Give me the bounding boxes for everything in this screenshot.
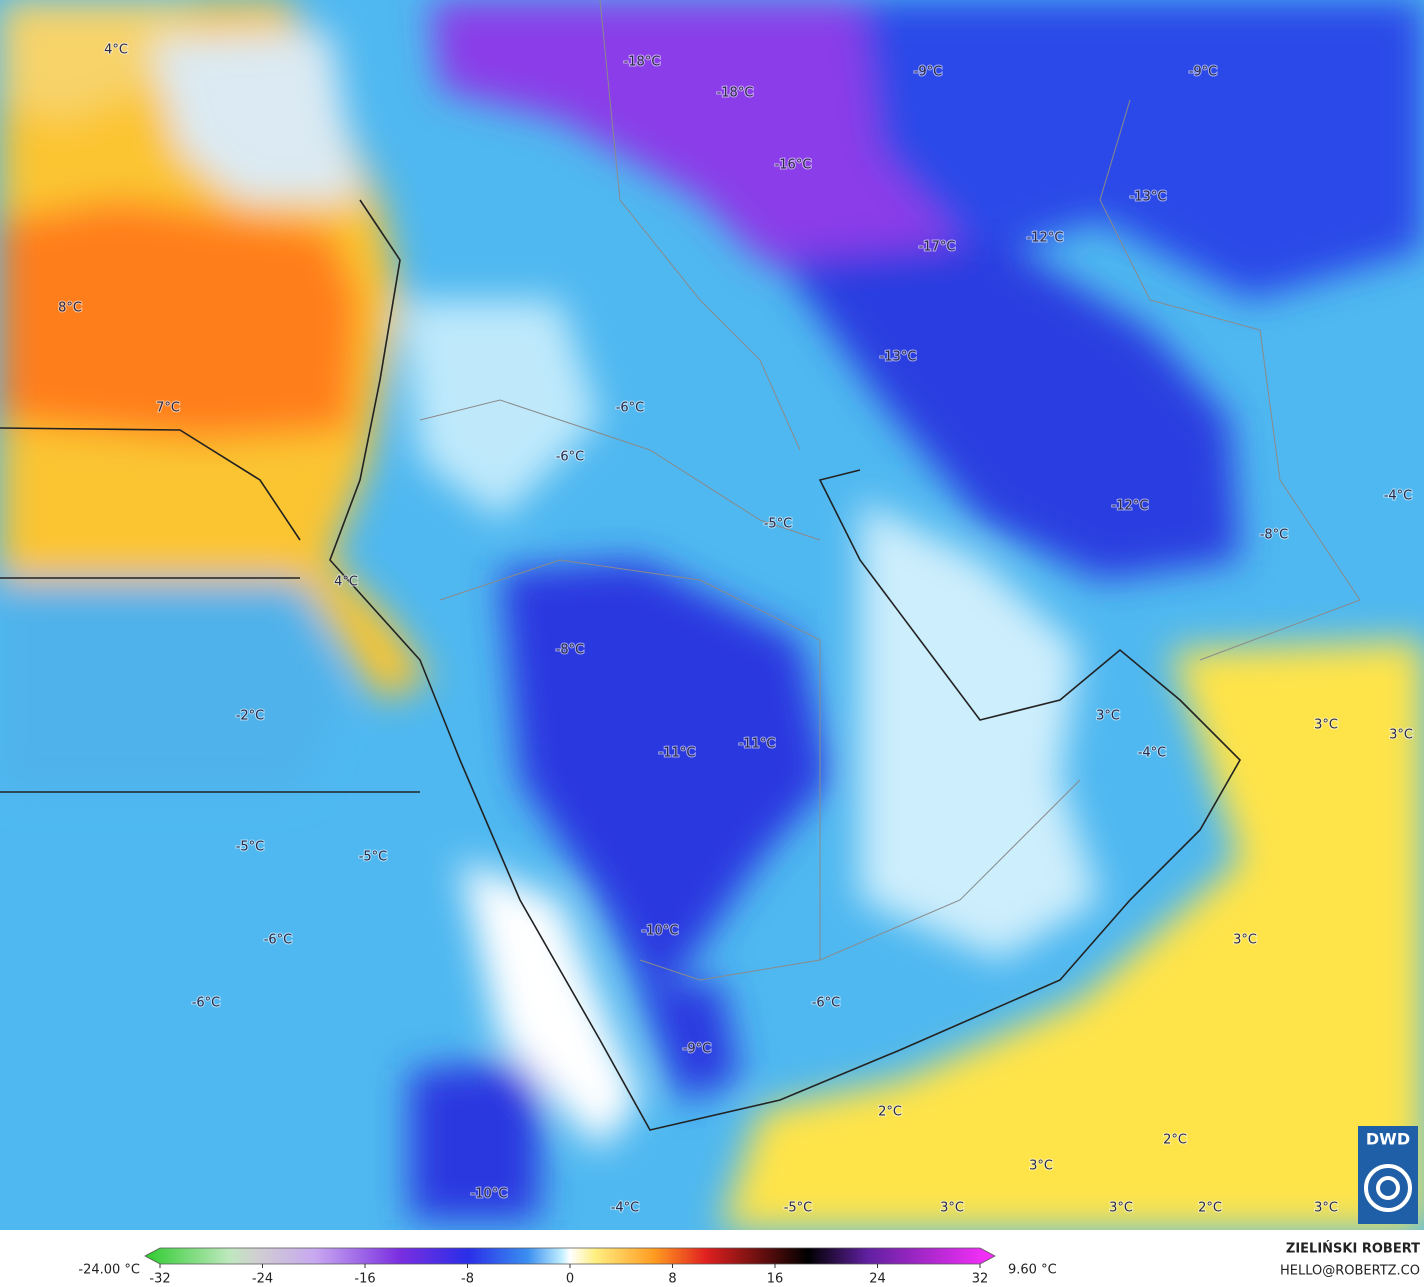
temperature-label: -9°C xyxy=(683,1042,712,1057)
temperature-label: -10°C xyxy=(471,1187,508,1202)
temperature-label: 3°C xyxy=(1109,1201,1133,1216)
temperature-label: -6°C xyxy=(616,401,645,416)
temperature-label: -8°C xyxy=(1260,528,1289,543)
colorbar-tick-label: 0 xyxy=(566,1272,574,1287)
temperature-label: -11°C xyxy=(739,737,776,752)
temperature-label: 8°C xyxy=(58,301,82,316)
temperature-label: -18°C xyxy=(624,55,661,70)
colorbar-tick-label: -32 xyxy=(149,1272,170,1287)
colorbar-tick-label: 8 xyxy=(668,1272,676,1287)
temperature-label: -11°C xyxy=(659,746,696,761)
colorbar-tick-label: -8 xyxy=(461,1272,474,1287)
temperature-label: 3°C xyxy=(1314,1201,1338,1216)
logo-swirl xyxy=(1364,1164,1412,1212)
temperature-label: -2°C xyxy=(236,709,265,724)
temperature-label: -5°C xyxy=(764,517,793,532)
colorbar-tick-label: -16 xyxy=(354,1272,375,1287)
temperature-label: -9°C xyxy=(1189,65,1218,80)
contact: HELLO@ROBERTZ.CO xyxy=(1280,1264,1420,1279)
temperature-label: -5°C xyxy=(359,850,388,865)
temperature-label: -18°C xyxy=(717,86,754,101)
colorbar-max: 9.60 °C xyxy=(1008,1263,1057,1278)
temperature-label: 3°C xyxy=(1096,709,1120,724)
temperature-label: -12°C xyxy=(1112,499,1149,514)
temperature-label: 2°C xyxy=(1163,1133,1187,1148)
temperature-label: -6°C xyxy=(192,996,221,1011)
temperature-label: -6°C xyxy=(556,450,585,465)
temperature-label: 3°C xyxy=(1233,933,1257,948)
colorbar-tick-label: 24 xyxy=(869,1272,886,1287)
temperature-label: 7°C xyxy=(156,401,180,416)
logo-text: DWD xyxy=(1366,1130,1410,1149)
temperature-label: -5°C xyxy=(236,840,265,855)
colorbar-tick-label: -24 xyxy=(252,1272,273,1287)
temperature-label: -4°C xyxy=(1138,746,1167,761)
temperature-label: -6°C xyxy=(812,996,841,1011)
author: ZIELIŃSKI ROBERT xyxy=(1286,1241,1420,1257)
temperature-label: 2°C xyxy=(878,1105,902,1120)
temperature-label: -4°C xyxy=(611,1201,640,1216)
temperature-label: -5°C xyxy=(784,1201,813,1216)
temperature-label: 3°C xyxy=(1314,718,1338,733)
temperature-label: -8°C xyxy=(556,643,585,658)
temperature-label: -17°C xyxy=(919,240,956,255)
temperature-label: 3°C xyxy=(1389,728,1413,743)
map xyxy=(0,0,1424,1230)
temperature-label: 2°C xyxy=(1198,1201,1222,1216)
colorbar-tick-label: 32 xyxy=(972,1272,989,1287)
temperature-label: -12°C xyxy=(1027,231,1064,246)
temperature-label: -9°C xyxy=(914,65,943,80)
map-labels: 4°C -18°C -18°C -9°C -9°C -16°C -13°C -17°C -12°… xyxy=(57,42,1414,1217)
colorbar xyxy=(144,1247,996,1265)
temperature-label: -4°C xyxy=(1384,489,1413,504)
temperature-label: -16°C xyxy=(775,158,812,173)
temperature-label: 3°C xyxy=(940,1201,964,1216)
temperature-label: -13°C xyxy=(1130,190,1167,205)
temperature-label: -6°C xyxy=(264,933,293,948)
temperature-label: -10°C xyxy=(642,924,679,939)
temperature-label: 3°C xyxy=(1029,1159,1053,1174)
logo-swirl xyxy=(1376,1176,1400,1200)
temperature-label: 4°C xyxy=(104,43,128,58)
temperature-label: 4°C xyxy=(334,575,358,590)
colorbar-min: -24.00 °C xyxy=(78,1263,140,1278)
temperature-label: -13°C xyxy=(880,350,917,365)
colorbar-tick-label: 16 xyxy=(767,1272,784,1287)
